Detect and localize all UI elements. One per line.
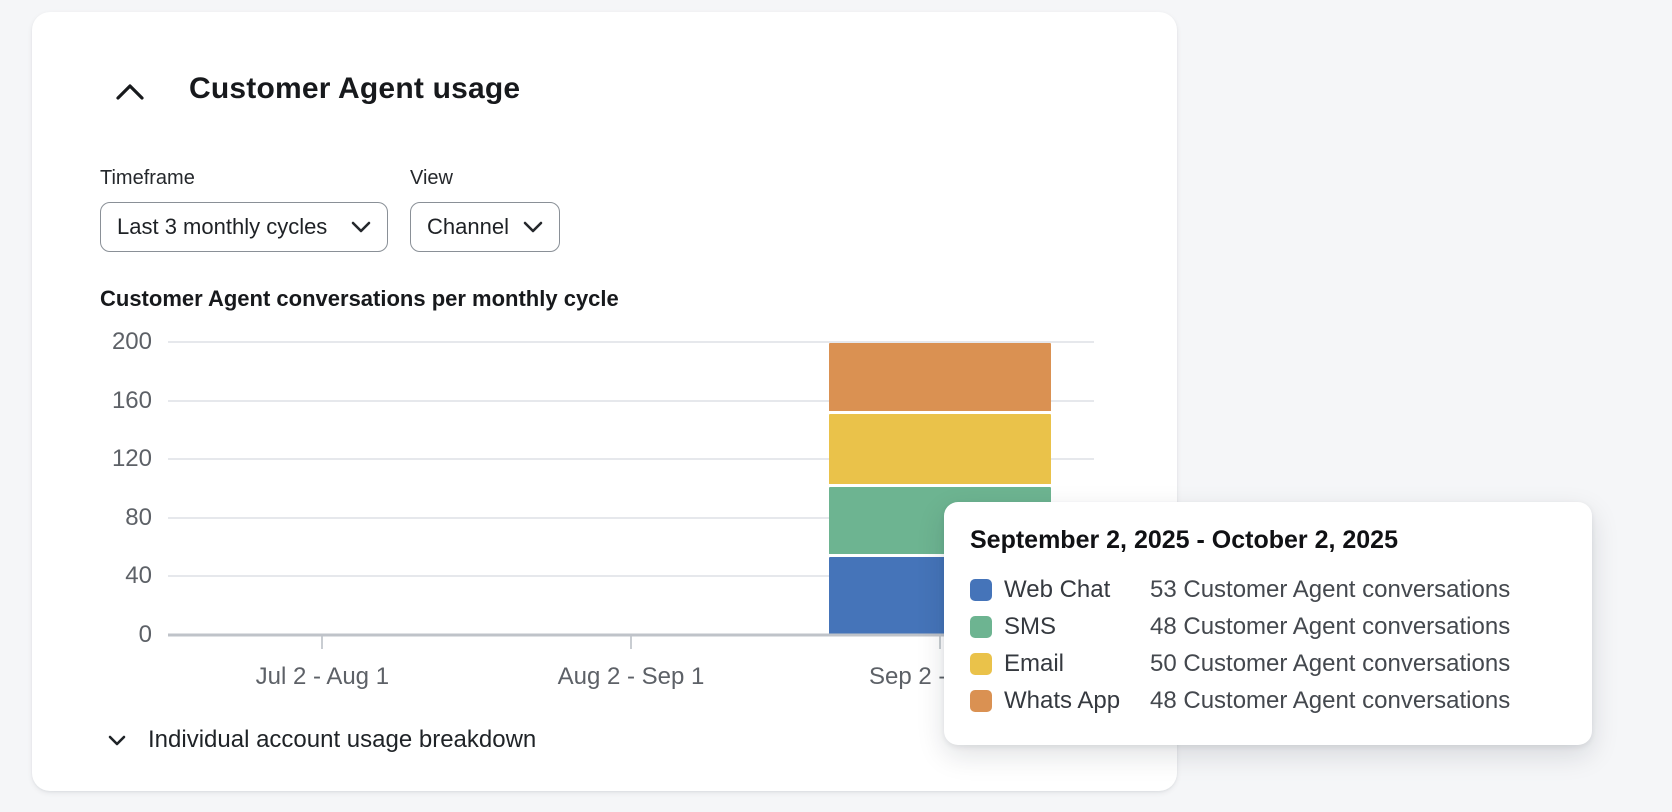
category-band: Aug 2 - Sep 1 — [477, 342, 786, 690]
y-axis-label: 200 — [111, 328, 152, 355]
x-axis-label: Jul 2 - Aug 1 — [255, 663, 390, 690]
tooltip-series-name: Web Chat — [1004, 575, 1111, 603]
account-breakdown-label: Individual account usage breakdown — [148, 726, 537, 753]
bar-segment-email[interactable] — [828, 413, 1051, 488]
chevron-down-icon — [351, 221, 371, 233]
view-value: Channel — [427, 214, 509, 239]
x-axis-tick — [630, 635, 632, 649]
account-breakdown-toggle[interactable]: Individual account usage breakdown — [108, 726, 536, 754]
gridline — [168, 341, 1094, 343]
chart-title: Customer Agent conversations per monthly… — [100, 286, 619, 311]
tooltip-series-name: SMS — [1004, 612, 1057, 640]
page-title: Customer Agent usage — [189, 72, 521, 105]
category-band: Jul 2 - Aug 1 — [168, 342, 477, 690]
tooltip-series-value: 50 Customer Agent conversations — [1150, 649, 1511, 677]
legend-swatch-email — [970, 652, 992, 675]
timeframe-label: Timeframe — [100, 167, 195, 189]
x-axis-tick — [321, 635, 324, 649]
tooltip-row: Email 50 Customer Agent conversations — [970, 645, 1566, 682]
usage-panel: Customer Agent usage Timeframe Last 3 mo… — [32, 12, 1177, 791]
tooltip-row: SMS 48 Customer Agent conversations — [970, 608, 1566, 645]
gridline — [168, 399, 1094, 402]
x-axis-line — [168, 633, 1094, 637]
chevron-down-icon — [108, 735, 126, 745]
tooltip-series-value: 53 Customer Agent conversations — [1150, 575, 1511, 603]
timeframe-dropdown[interactable]: Last 3 monthly cycles — [100, 202, 388, 252]
bar-stack — [211, 342, 433, 635]
bar-segment-whats-app[interactable] — [828, 343, 1051, 414]
x-axis-label: Aug 2 - Sep 1 — [557, 663, 705, 690]
x-axis-tick — [938, 635, 941, 649]
tooltip-series-name: Whats App — [1004, 686, 1121, 714]
gridline — [168, 575, 1094, 578]
y-axis-label: 160 — [111, 386, 152, 414]
tooltip-series-value: 48 Customer Agent conversations — [1150, 612, 1511, 640]
tooltip-rows: Web Chat 53 Customer Agent conversations S… — [970, 571, 1566, 719]
gridline — [168, 458, 1094, 461]
gridline — [168, 516, 1094, 519]
legend-swatch-sms — [970, 615, 992, 638]
y-axis-label: 80 — [125, 503, 152, 531]
tooltip-row: Whats App 48 Customer Agent conversations — [970, 682, 1566, 719]
view-label: View — [410, 167, 453, 189]
chevron-down-icon — [523, 221, 543, 233]
collapse-section-button[interactable] — [114, 76, 146, 108]
tooltip-date-range: September 2, 2025 - October 2, 2025 — [970, 526, 1398, 554]
chevron-up-icon — [116, 84, 144, 100]
view-dropdown[interactable]: Channel — [410, 202, 560, 252]
tooltip-series-name: Email — [1004, 649, 1065, 677]
legend-swatch-web-chat — [970, 578, 992, 601]
y-axis-label: 120 — [111, 445, 152, 473]
bar-stack — [520, 342, 742, 635]
chart-tooltip: September 2, 2025 - October 2, 2025 Web … — [944, 502, 1592, 745]
timeframe-value: Last 3 monthly cycles — [117, 214, 328, 239]
tooltip-series-value: 48 Customer Agent conversations — [1150, 686, 1511, 714]
y-axis-label: 0 — [138, 621, 152, 648]
tooltip-row: Web Chat 53 Customer Agent conversations — [970, 571, 1566, 608]
legend-swatch-whats-app — [970, 689, 992, 712]
y-axis-label: 40 — [125, 562, 152, 590]
